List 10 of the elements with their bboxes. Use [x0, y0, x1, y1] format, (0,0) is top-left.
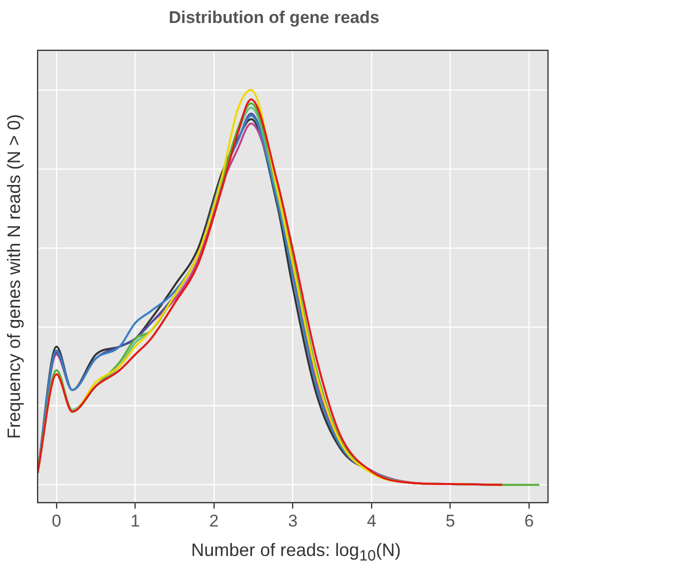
x-tick-label: 6: [524, 511, 534, 530]
x-tick-label: 3: [288, 511, 298, 530]
x-tick-label: 1: [130, 511, 140, 530]
y-axis-title: Frequency of genes with N reads (N > 0): [4, 114, 24, 439]
chart-title: Distribution of gene reads: [168, 8, 380, 27]
x-tick-label: 5: [446, 511, 456, 530]
x-axis-title: Number of reads: log$_{10}$(N): [190, 540, 402, 565]
x-tick-label: 2: [209, 511, 219, 530]
x-tick-label: 4: [366, 511, 376, 530]
x-tick-label: 0: [52, 511, 62, 530]
